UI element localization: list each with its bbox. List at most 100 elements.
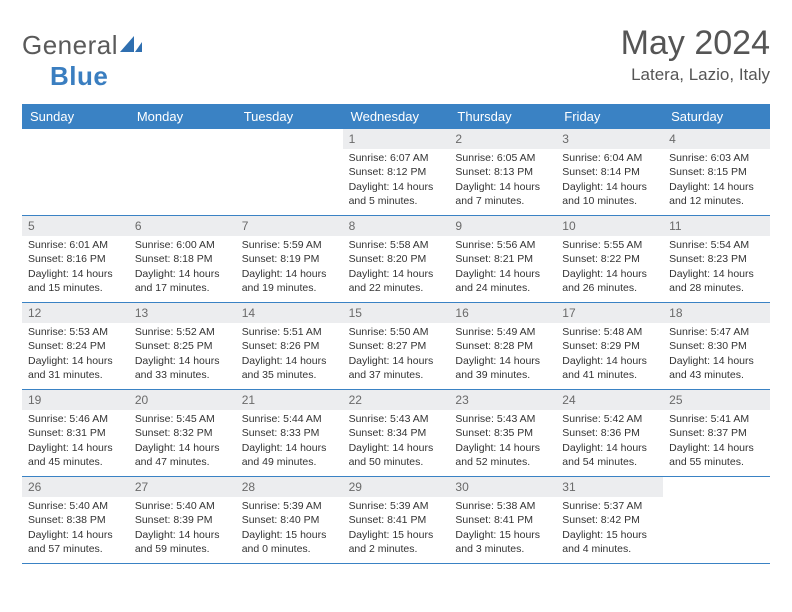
sunrise-line: Sunrise: 5:56 AM xyxy=(455,238,550,252)
day-cell xyxy=(663,477,770,563)
daylight-line: and 4 minutes. xyxy=(562,542,657,556)
daylight-line: Daylight: 14 hours xyxy=(135,267,230,281)
day-cell: 15Sunrise: 5:50 AMSunset: 8:27 PMDayligh… xyxy=(343,303,450,389)
day-cell xyxy=(236,129,343,215)
daylight-line: and 7 minutes. xyxy=(455,194,550,208)
day-cell: 23Sunrise: 5:43 AMSunset: 8:35 PMDayligh… xyxy=(449,390,556,476)
daylight-line: and 22 minutes. xyxy=(349,281,444,295)
sunrise-line: Sunrise: 5:45 AM xyxy=(135,412,230,426)
day-info: Sunrise: 5:47 AMSunset: 8:30 PMDaylight:… xyxy=(663,325,770,386)
day-number: 30 xyxy=(449,477,556,497)
daylight-line: and 15 minutes. xyxy=(28,281,123,295)
sunset-line: Sunset: 8:37 PM xyxy=(669,426,764,440)
sunrise-line: Sunrise: 5:46 AM xyxy=(28,412,123,426)
day-info: Sunrise: 6:01 AMSunset: 8:16 PMDaylight:… xyxy=(22,238,129,299)
day-number: 15 xyxy=(343,303,450,323)
daylight-line: and 57 minutes. xyxy=(28,542,123,556)
daylight-line: Daylight: 14 hours xyxy=(669,180,764,194)
day-info: Sunrise: 5:46 AMSunset: 8:31 PMDaylight:… xyxy=(22,412,129,473)
sunrise-line: Sunrise: 5:51 AM xyxy=(242,325,337,339)
day-cell: 25Sunrise: 5:41 AMSunset: 8:37 PMDayligh… xyxy=(663,390,770,476)
daylight-line: and 43 minutes. xyxy=(669,368,764,382)
day-header: Saturday xyxy=(663,104,770,129)
sunset-line: Sunset: 8:42 PM xyxy=(562,513,657,527)
sunrise-line: Sunrise: 5:38 AM xyxy=(455,499,550,513)
brand-sail-icon xyxy=(120,30,142,61)
day-number: 22 xyxy=(343,390,450,410)
sunrise-line: Sunrise: 5:48 AM xyxy=(562,325,657,339)
sunrise-line: Sunrise: 6:03 AM xyxy=(669,151,764,165)
daylight-line: Daylight: 14 hours xyxy=(562,180,657,194)
day-number: 26 xyxy=(22,477,129,497)
day-info: Sunrise: 5:45 AMSunset: 8:32 PMDaylight:… xyxy=(129,412,236,473)
brand-name-gray: General xyxy=(22,30,118,60)
daylight-line: and 35 minutes. xyxy=(242,368,337,382)
day-info: Sunrise: 5:53 AMSunset: 8:24 PMDaylight:… xyxy=(22,325,129,386)
day-info: Sunrise: 5:40 AMSunset: 8:38 PMDaylight:… xyxy=(22,499,129,560)
sunset-line: Sunset: 8:33 PM xyxy=(242,426,337,440)
day-header-row: Sunday Monday Tuesday Wednesday Thursday… xyxy=(22,104,770,129)
sunset-line: Sunset: 8:22 PM xyxy=(562,252,657,266)
sunrise-line: Sunrise: 5:44 AM xyxy=(242,412,337,426)
day-header: Monday xyxy=(129,104,236,129)
daylight-line: and 2 minutes. xyxy=(349,542,444,556)
sunrise-line: Sunrise: 5:40 AM xyxy=(135,499,230,513)
day-info: Sunrise: 5:39 AMSunset: 8:41 PMDaylight:… xyxy=(343,499,450,560)
sunset-line: Sunset: 8:27 PM xyxy=(349,339,444,353)
brand-name: GeneralBlue xyxy=(22,30,142,92)
daylight-line: and 26 minutes. xyxy=(562,281,657,295)
day-number: 9 xyxy=(449,216,556,236)
location-label: Latera, Lazio, Italy xyxy=(621,65,770,85)
daylight-line: and 0 minutes. xyxy=(242,542,337,556)
daylight-line: and 24 minutes. xyxy=(455,281,550,295)
brand-logo: GeneralBlue xyxy=(22,24,142,92)
sunset-line: Sunset: 8:34 PM xyxy=(349,426,444,440)
day-number: 28 xyxy=(236,477,343,497)
daylight-line: and 10 minutes. xyxy=(562,194,657,208)
day-info: Sunrise: 5:40 AMSunset: 8:39 PMDaylight:… xyxy=(129,499,236,560)
day-number: 11 xyxy=(663,216,770,236)
sunset-line: Sunset: 8:30 PM xyxy=(669,339,764,353)
sunset-line: Sunset: 8:41 PM xyxy=(455,513,550,527)
day-cell: 26Sunrise: 5:40 AMSunset: 8:38 PMDayligh… xyxy=(22,477,129,563)
week-row: 19Sunrise: 5:46 AMSunset: 8:31 PMDayligh… xyxy=(22,390,770,477)
day-cell: 16Sunrise: 5:49 AMSunset: 8:28 PMDayligh… xyxy=(449,303,556,389)
sunrise-line: Sunrise: 6:04 AM xyxy=(562,151,657,165)
daylight-line: and 19 minutes. xyxy=(242,281,337,295)
day-info: Sunrise: 5:50 AMSunset: 8:27 PMDaylight:… xyxy=(343,325,450,386)
day-cell: 24Sunrise: 5:42 AMSunset: 8:36 PMDayligh… xyxy=(556,390,663,476)
sunrise-line: Sunrise: 5:43 AM xyxy=(349,412,444,426)
daylight-line: and 17 minutes. xyxy=(135,281,230,295)
day-header: Thursday xyxy=(449,104,556,129)
daylight-line: Daylight: 14 hours xyxy=(242,267,337,281)
daylight-line: Daylight: 14 hours xyxy=(669,267,764,281)
sunrise-line: Sunrise: 5:59 AM xyxy=(242,238,337,252)
week-row: 1Sunrise: 6:07 AMSunset: 8:12 PMDaylight… xyxy=(22,129,770,216)
daylight-line: Daylight: 14 hours xyxy=(349,354,444,368)
day-header: Wednesday xyxy=(343,104,450,129)
day-cell: 31Sunrise: 5:37 AMSunset: 8:42 PMDayligh… xyxy=(556,477,663,563)
day-number: 10 xyxy=(556,216,663,236)
daylight-line: and 54 minutes. xyxy=(562,455,657,469)
sunrise-line: Sunrise: 5:41 AM xyxy=(669,412,764,426)
day-number: 6 xyxy=(129,216,236,236)
sunrise-line: Sunrise: 5:43 AM xyxy=(455,412,550,426)
day-cell xyxy=(22,129,129,215)
day-cell: 5Sunrise: 6:01 AMSunset: 8:16 PMDaylight… xyxy=(22,216,129,302)
sunrise-line: Sunrise: 6:00 AM xyxy=(135,238,230,252)
day-info: Sunrise: 6:07 AMSunset: 8:12 PMDaylight:… xyxy=(343,151,450,212)
day-cell: 28Sunrise: 5:39 AMSunset: 8:40 PMDayligh… xyxy=(236,477,343,563)
sunset-line: Sunset: 8:40 PM xyxy=(242,513,337,527)
day-info: Sunrise: 6:04 AMSunset: 8:14 PMDaylight:… xyxy=(556,151,663,212)
sunset-line: Sunset: 8:26 PM xyxy=(242,339,337,353)
daylight-line: Daylight: 15 hours xyxy=(455,528,550,542)
day-info: Sunrise: 5:39 AMSunset: 8:40 PMDaylight:… xyxy=(236,499,343,560)
daylight-line: Daylight: 14 hours xyxy=(28,354,123,368)
day-cell: 27Sunrise: 5:40 AMSunset: 8:39 PMDayligh… xyxy=(129,477,236,563)
day-cell: 6Sunrise: 6:00 AMSunset: 8:18 PMDaylight… xyxy=(129,216,236,302)
sunset-line: Sunset: 8:14 PM xyxy=(562,165,657,179)
sunrise-line: Sunrise: 5:50 AM xyxy=(349,325,444,339)
sunset-line: Sunset: 8:13 PM xyxy=(455,165,550,179)
day-cell: 21Sunrise: 5:44 AMSunset: 8:33 PMDayligh… xyxy=(236,390,343,476)
sunrise-line: Sunrise: 5:42 AM xyxy=(562,412,657,426)
